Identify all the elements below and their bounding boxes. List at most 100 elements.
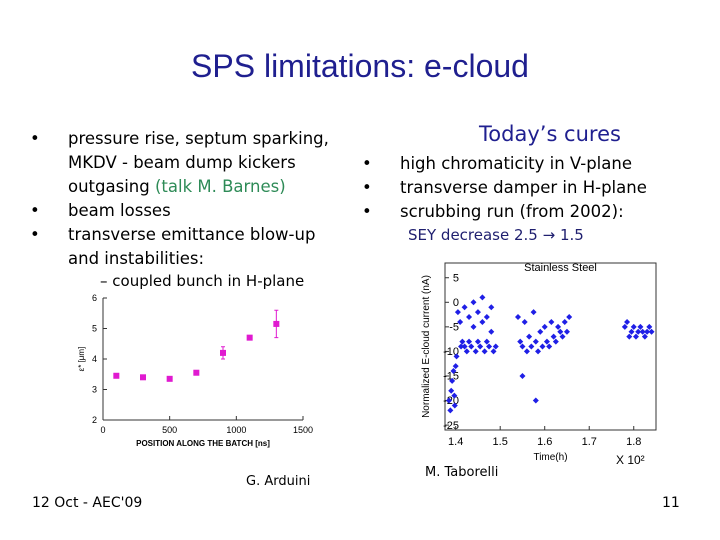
marker (166, 375, 173, 382)
marker (470, 299, 477, 306)
marker (557, 328, 564, 335)
marker (453, 353, 460, 360)
marker (450, 368, 457, 375)
marker (446, 397, 453, 404)
marker (621, 323, 628, 330)
marker (566, 314, 573, 321)
bullet: high chromaticity in V-plane (362, 152, 692, 176)
marker (517, 338, 524, 345)
marker (646, 323, 653, 330)
x-tick-label: 1.7 (582, 436, 597, 448)
bullet-note: (talk M. Barnes) (154, 177, 286, 196)
marker (626, 333, 633, 340)
marker (466, 338, 473, 345)
marker (459, 338, 466, 345)
bullet: pressure rise, septum sparking, MKDV - b… (30, 127, 350, 199)
left-bullets: pressure rise, septum sparking, MKDV - b… (30, 127, 350, 271)
marker (479, 294, 486, 301)
marker (539, 343, 546, 350)
x-tick-label: 1.8 (626, 436, 641, 448)
right-credit: M. Taborelli (425, 465, 499, 480)
marker (449, 377, 456, 384)
marker (486, 343, 493, 350)
marker (519, 343, 526, 350)
marker (526, 333, 533, 340)
marker (552, 338, 559, 345)
marker (550, 333, 557, 340)
marker (628, 328, 635, 335)
y-tick-label: -25 (443, 420, 459, 432)
marker (452, 363, 459, 370)
marker (530, 309, 537, 316)
marker (273, 320, 280, 327)
marker (483, 314, 490, 321)
x-axis-label: Time(h) (533, 452, 567, 463)
y-tick-label: 3 (92, 385, 97, 395)
sub-bullet-text: coupled bunch in H-plane (112, 272, 305, 290)
marker (492, 343, 499, 350)
marker (193, 369, 200, 376)
marker (463, 348, 470, 355)
page-number: 11 (662, 495, 680, 511)
marker (639, 328, 646, 335)
y-axis-label: ε* [μm] (77, 347, 86, 372)
marker (528, 343, 535, 350)
annotation: X 10² (616, 453, 645, 467)
marker (515, 314, 522, 321)
marker (461, 343, 468, 350)
marker (543, 338, 550, 345)
marker (472, 348, 479, 355)
marker (448, 387, 455, 394)
marker (532, 397, 539, 404)
x-tick-label: 1.4 (448, 436, 463, 448)
slide-title: SPS limitations: e-cloud (191, 48, 529, 84)
x-axis-label: POSITION ALONG THE BATCH [ns] (136, 439, 270, 448)
marker (637, 323, 644, 330)
marker (488, 304, 495, 311)
marker (519, 372, 526, 379)
marker (246, 334, 253, 341)
marker (477, 343, 484, 350)
x-tick-label: 1500 (293, 425, 313, 435)
marker (488, 328, 495, 335)
bullet-text: beam losses (68, 201, 171, 220)
footer-date: 12 Oct - AEC'09 (32, 495, 143, 511)
marker (451, 402, 458, 409)
left-credit: G. Arduini (246, 474, 311, 489)
marker (481, 348, 488, 355)
y-tick-label: 2 (92, 415, 97, 425)
y-tick-label: 6 (92, 293, 97, 303)
marker (548, 318, 555, 325)
marker (474, 309, 481, 316)
y-tick-label: 5 (453, 272, 459, 284)
marker (521, 318, 528, 325)
marker (532, 338, 539, 345)
y-tick-label: -5 (449, 322, 459, 334)
x-tick-label: 0 (100, 425, 105, 435)
marker (561, 318, 568, 325)
marker (632, 333, 639, 340)
marker (447, 407, 454, 414)
sub-bullet: – coupled bunch in H-plane (100, 272, 305, 290)
right-bullets: high chromaticity in V-planetransverse d… (362, 152, 692, 224)
marker (457, 318, 464, 325)
bullet: transverse emittance blow-up and instabi… (30, 223, 350, 271)
marker (535, 348, 542, 355)
bullet: transverse damper in H-plane (362, 176, 692, 200)
marker (113, 372, 120, 379)
marker (635, 328, 642, 335)
x-tick-label: 1000 (226, 425, 246, 435)
marker (555, 323, 562, 330)
chart-title: Stainless Steel (524, 262, 597, 274)
marker (474, 338, 481, 345)
marker (624, 318, 631, 325)
marker (458, 343, 465, 350)
marker (563, 328, 570, 335)
marker (220, 349, 226, 356)
right-heading: Today’s cures (479, 122, 621, 146)
marker (537, 328, 544, 335)
marker (546, 343, 553, 350)
marker (461, 304, 468, 311)
marker (630, 323, 637, 330)
